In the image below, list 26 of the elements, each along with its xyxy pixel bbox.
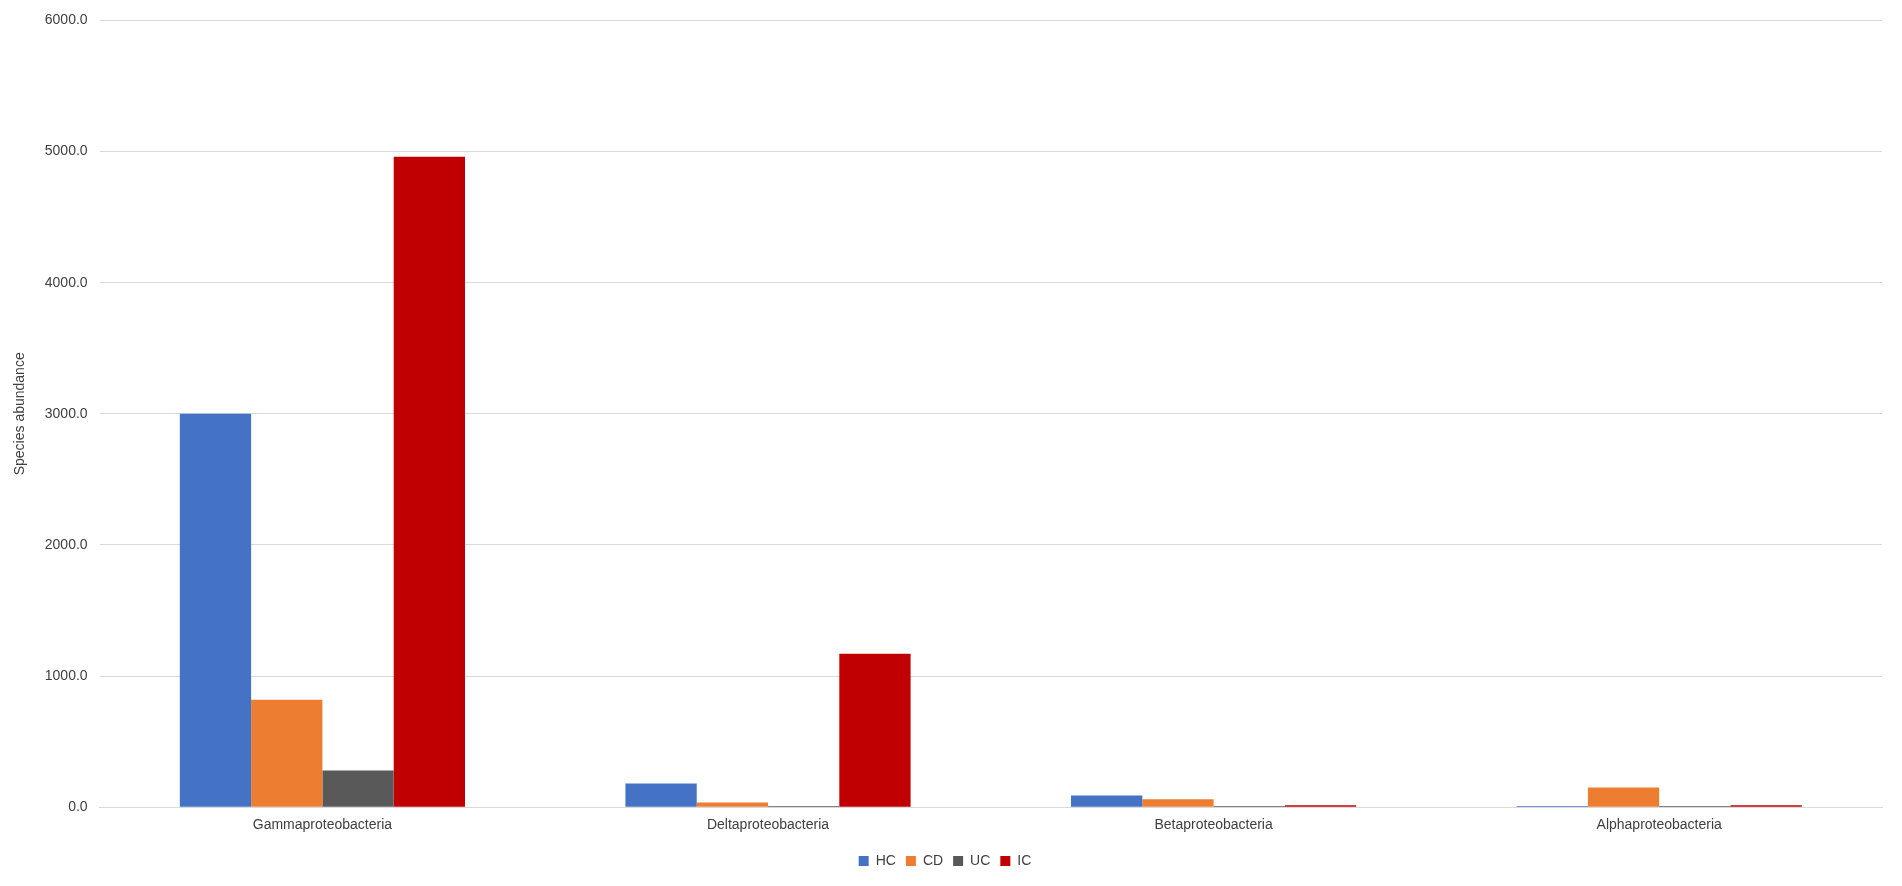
y-tick-label: 5000.0	[44, 142, 88, 159]
bar	[393, 156, 466, 807]
y-tick-label: 0.0	[68, 798, 88, 815]
bar	[1142, 799, 1214, 807]
bar	[322, 770, 394, 807]
bar	[696, 802, 769, 807]
y-tick-label: 6000.0	[44, 11, 88, 28]
x-tick-label: Deltaproteobacteria	[706, 816, 830, 833]
y-tick-label: 3000.0	[44, 404, 88, 421]
bar	[1071, 795, 1143, 807]
legend-label: HC	[875, 851, 896, 868]
y-tick-label: 2000.0	[44, 535, 88, 552]
legend-label: CD	[922, 851, 944, 868]
bar	[1587, 787, 1660, 807]
x-tick-label: Betaproteobacteria	[1154, 816, 1273, 833]
x-tick-label: Gammaproteobacteria	[252, 816, 393, 833]
bar	[839, 653, 911, 807]
bar	[625, 783, 697, 807]
legend-label: IC	[1017, 851, 1032, 868]
y-axis-title: Species abundance	[11, 352, 28, 476]
y-tick-label: 4000.0	[44, 273, 88, 290]
legend-label: UC	[970, 851, 991, 868]
x-tick-label: Alphaproteobacteria	[1596, 816, 1723, 833]
bar	[179, 413, 252, 807]
y-tick-label: 1000.0	[44, 666, 88, 683]
bar	[251, 699, 323, 807]
